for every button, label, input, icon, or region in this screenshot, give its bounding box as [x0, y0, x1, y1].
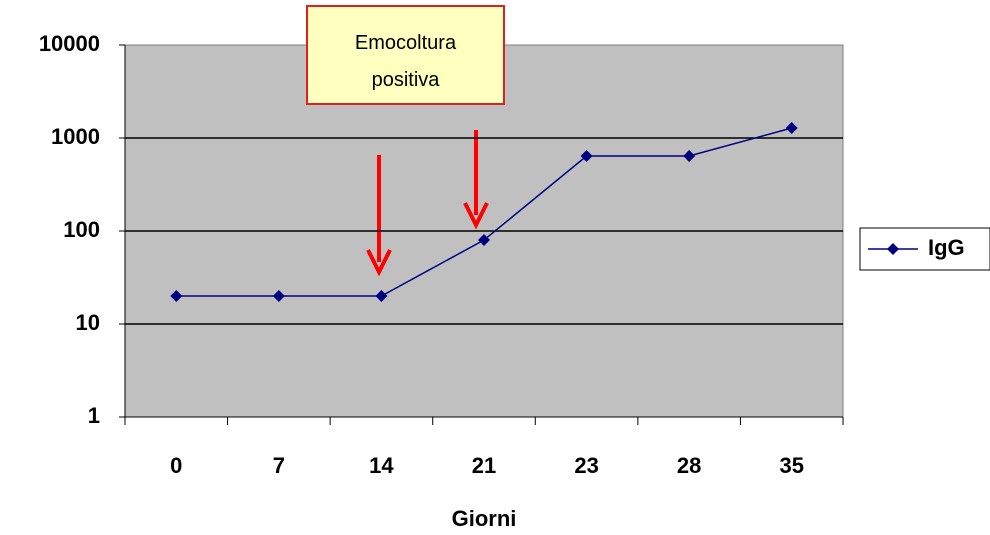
arrow-head — [366, 249, 392, 277]
x-tick-label: 0 — [170, 453, 182, 478]
x-tick-label: 28 — [677, 453, 701, 478]
annotation: Emocoltura positiva — [306, 5, 505, 105]
point — [170, 290, 183, 303]
y-tick-label: 10000 — [39, 31, 100, 56]
point — [683, 150, 696, 163]
x-tick-label: 14 — [369, 453, 394, 478]
legend-label: IgG — [928, 235, 965, 260]
x-tick-label: 23 — [574, 453, 598, 478]
point — [375, 290, 388, 303]
point — [272, 290, 285, 303]
x-tick-label: 7 — [273, 453, 285, 478]
y-tick-label: 10 — [76, 310, 100, 335]
x-tick-label: 21 — [472, 453, 496, 478]
arrow-head — [463, 202, 489, 230]
point — [785, 122, 798, 135]
y-tick-label: 1 — [88, 403, 100, 428]
point — [580, 150, 593, 163]
legend-marker — [887, 243, 899, 255]
y-tick-label: 1000 — [51, 124, 100, 149]
x-axis-label: Giorni — [452, 506, 517, 531]
point — [478, 234, 490, 247]
y-tick-label: 100 — [63, 217, 100, 242]
x-tick-label: 35 — [779, 453, 803, 478]
